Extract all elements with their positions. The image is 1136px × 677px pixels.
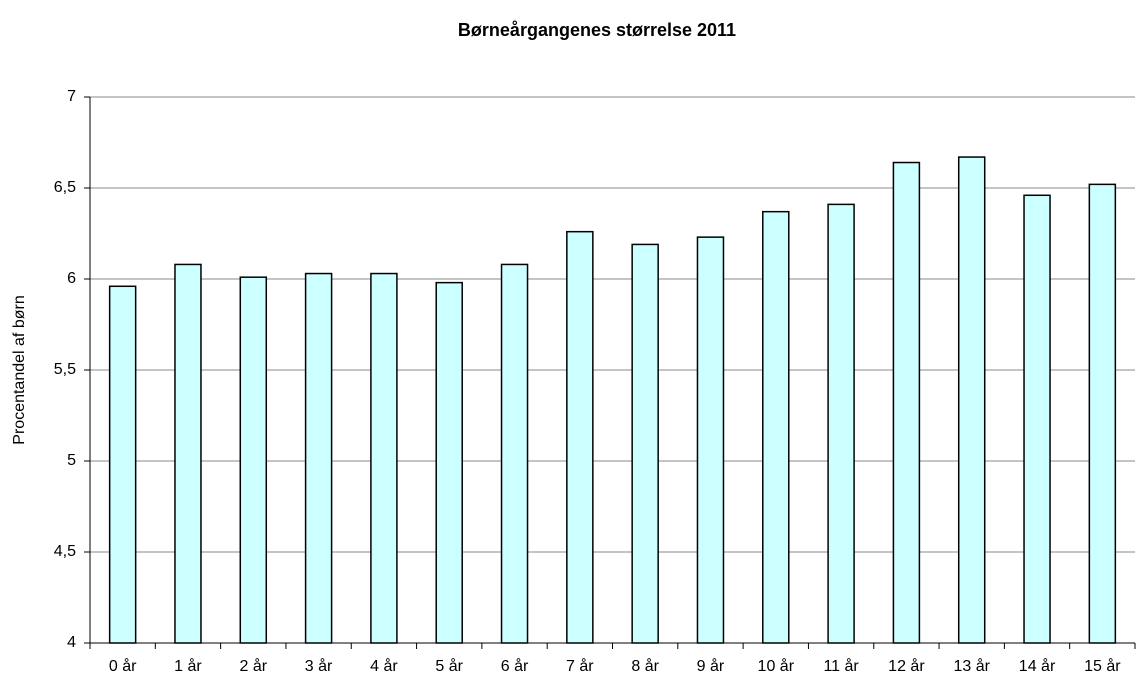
x-tick-label: 7 år	[566, 657, 594, 675]
x-tick-label: 13 år	[953, 657, 990, 675]
bar	[1088, 183, 1117, 644]
y-tick-label: 6	[67, 270, 76, 287]
x-tick-label: 15 år	[1084, 657, 1121, 675]
bar	[827, 203, 855, 644]
bar	[435, 281, 463, 644]
y-tick-label: 5	[67, 452, 76, 469]
bar	[1023, 194, 1051, 644]
x-tick-label: 14 år	[1019, 657, 1056, 675]
bar	[696, 236, 725, 644]
bar	[957, 156, 986, 644]
bar	[370, 272, 398, 644]
x-tick-label: 2 år	[239, 657, 267, 675]
y-tick-label: 7	[67, 88, 76, 105]
bar	[631, 243, 659, 644]
bar	[108, 285, 137, 644]
bar	[892, 161, 921, 644]
x-tick-label: 4 år	[370, 657, 398, 675]
x-tick-label: 10 år	[758, 657, 795, 675]
y-axis-label: Procentandel af børn	[11, 295, 28, 444]
bar	[500, 263, 529, 644]
bar	[304, 272, 333, 644]
y-tick-label: 4	[67, 634, 76, 651]
bar	[566, 230, 594, 644]
x-tick-label: 6 år	[501, 657, 529, 675]
x-tick-label: 5 år	[435, 657, 463, 675]
bar	[174, 263, 202, 644]
x-tick-label: 12 år	[888, 657, 925, 675]
bar	[762, 210, 790, 644]
bar	[239, 276, 268, 644]
x-tick-label: 8 år	[631, 657, 659, 675]
x-tick-label: 11 år	[823, 657, 859, 675]
y-tick-label: 4,5	[54, 543, 76, 560]
chart-title: Børneårgangenes størrelse 2011	[458, 20, 736, 40]
x-tick-label: 3 år	[305, 657, 333, 675]
x-tick-label: 0 år	[109, 657, 137, 675]
y-tick-label: 5,5	[54, 361, 76, 378]
x-tick-label: 9 år	[697, 657, 725, 675]
y-tick-label: 6,5	[54, 179, 76, 196]
x-tick-label: 1 år	[174, 657, 202, 675]
